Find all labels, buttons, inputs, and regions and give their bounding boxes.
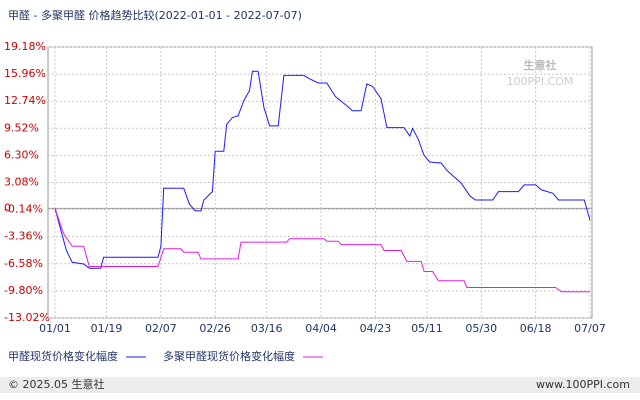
- x-tick-label: 04/23: [360, 322, 392, 335]
- y-tick-label: -6.58%: [4, 257, 43, 270]
- chart-title: 甲醛 - 多聚甲醛 价格趋势比较(2022-01-01 - 2022-07-07…: [8, 8, 302, 22]
- x-tick-label: 02/26: [199, 322, 231, 335]
- y-tick-label: 12.74%: [4, 94, 46, 107]
- x-tick-label: 05/11: [411, 322, 443, 335]
- y-tick-label: -0.14%: [4, 203, 43, 216]
- x-tick-label: 06/18: [520, 322, 552, 335]
- y-tick-label: -3.36%: [4, 230, 43, 243]
- x-tick-label: 02/07: [145, 322, 177, 335]
- x-tick-label: 01/19: [91, 322, 123, 335]
- x-tick-label: 04/04: [305, 322, 337, 335]
- y-tick-label: 3.08%: [4, 176, 39, 189]
- watermark-name: 生意社: [524, 58, 557, 72]
- x-tick-label: 03/16: [251, 322, 283, 335]
- y-tick-label: 9.52%: [4, 121, 39, 134]
- series-line: [54, 208, 590, 293]
- x-tick-label: 01/01: [39, 322, 71, 335]
- y-tick-label: -9.80%: [4, 284, 43, 297]
- x-tick-label: 07/07: [574, 322, 606, 335]
- footer-right: www.100PPI.com: [536, 378, 630, 391]
- legend-label: 甲醛现货价格变化幅度: [8, 349, 118, 363]
- x-tick-label: 05/30: [465, 322, 497, 335]
- footer-left: © 2025.05 生意社: [8, 377, 104, 391]
- watermark-site: 100PPI.COM: [507, 75, 574, 88]
- legend-label: 多聚甲醛现货价格变化幅度: [163, 349, 295, 363]
- y-tick-label: 15.96%: [4, 67, 46, 80]
- y-tick-label: 19.18%: [4, 40, 46, 53]
- series-line: [54, 70, 591, 269]
- footer-bar: [0, 377, 640, 393]
- zero-label: 0: [4, 201, 11, 214]
- y-tick-label: 6.30%: [4, 148, 39, 161]
- y-tick-label: -13.02%: [4, 311, 50, 324]
